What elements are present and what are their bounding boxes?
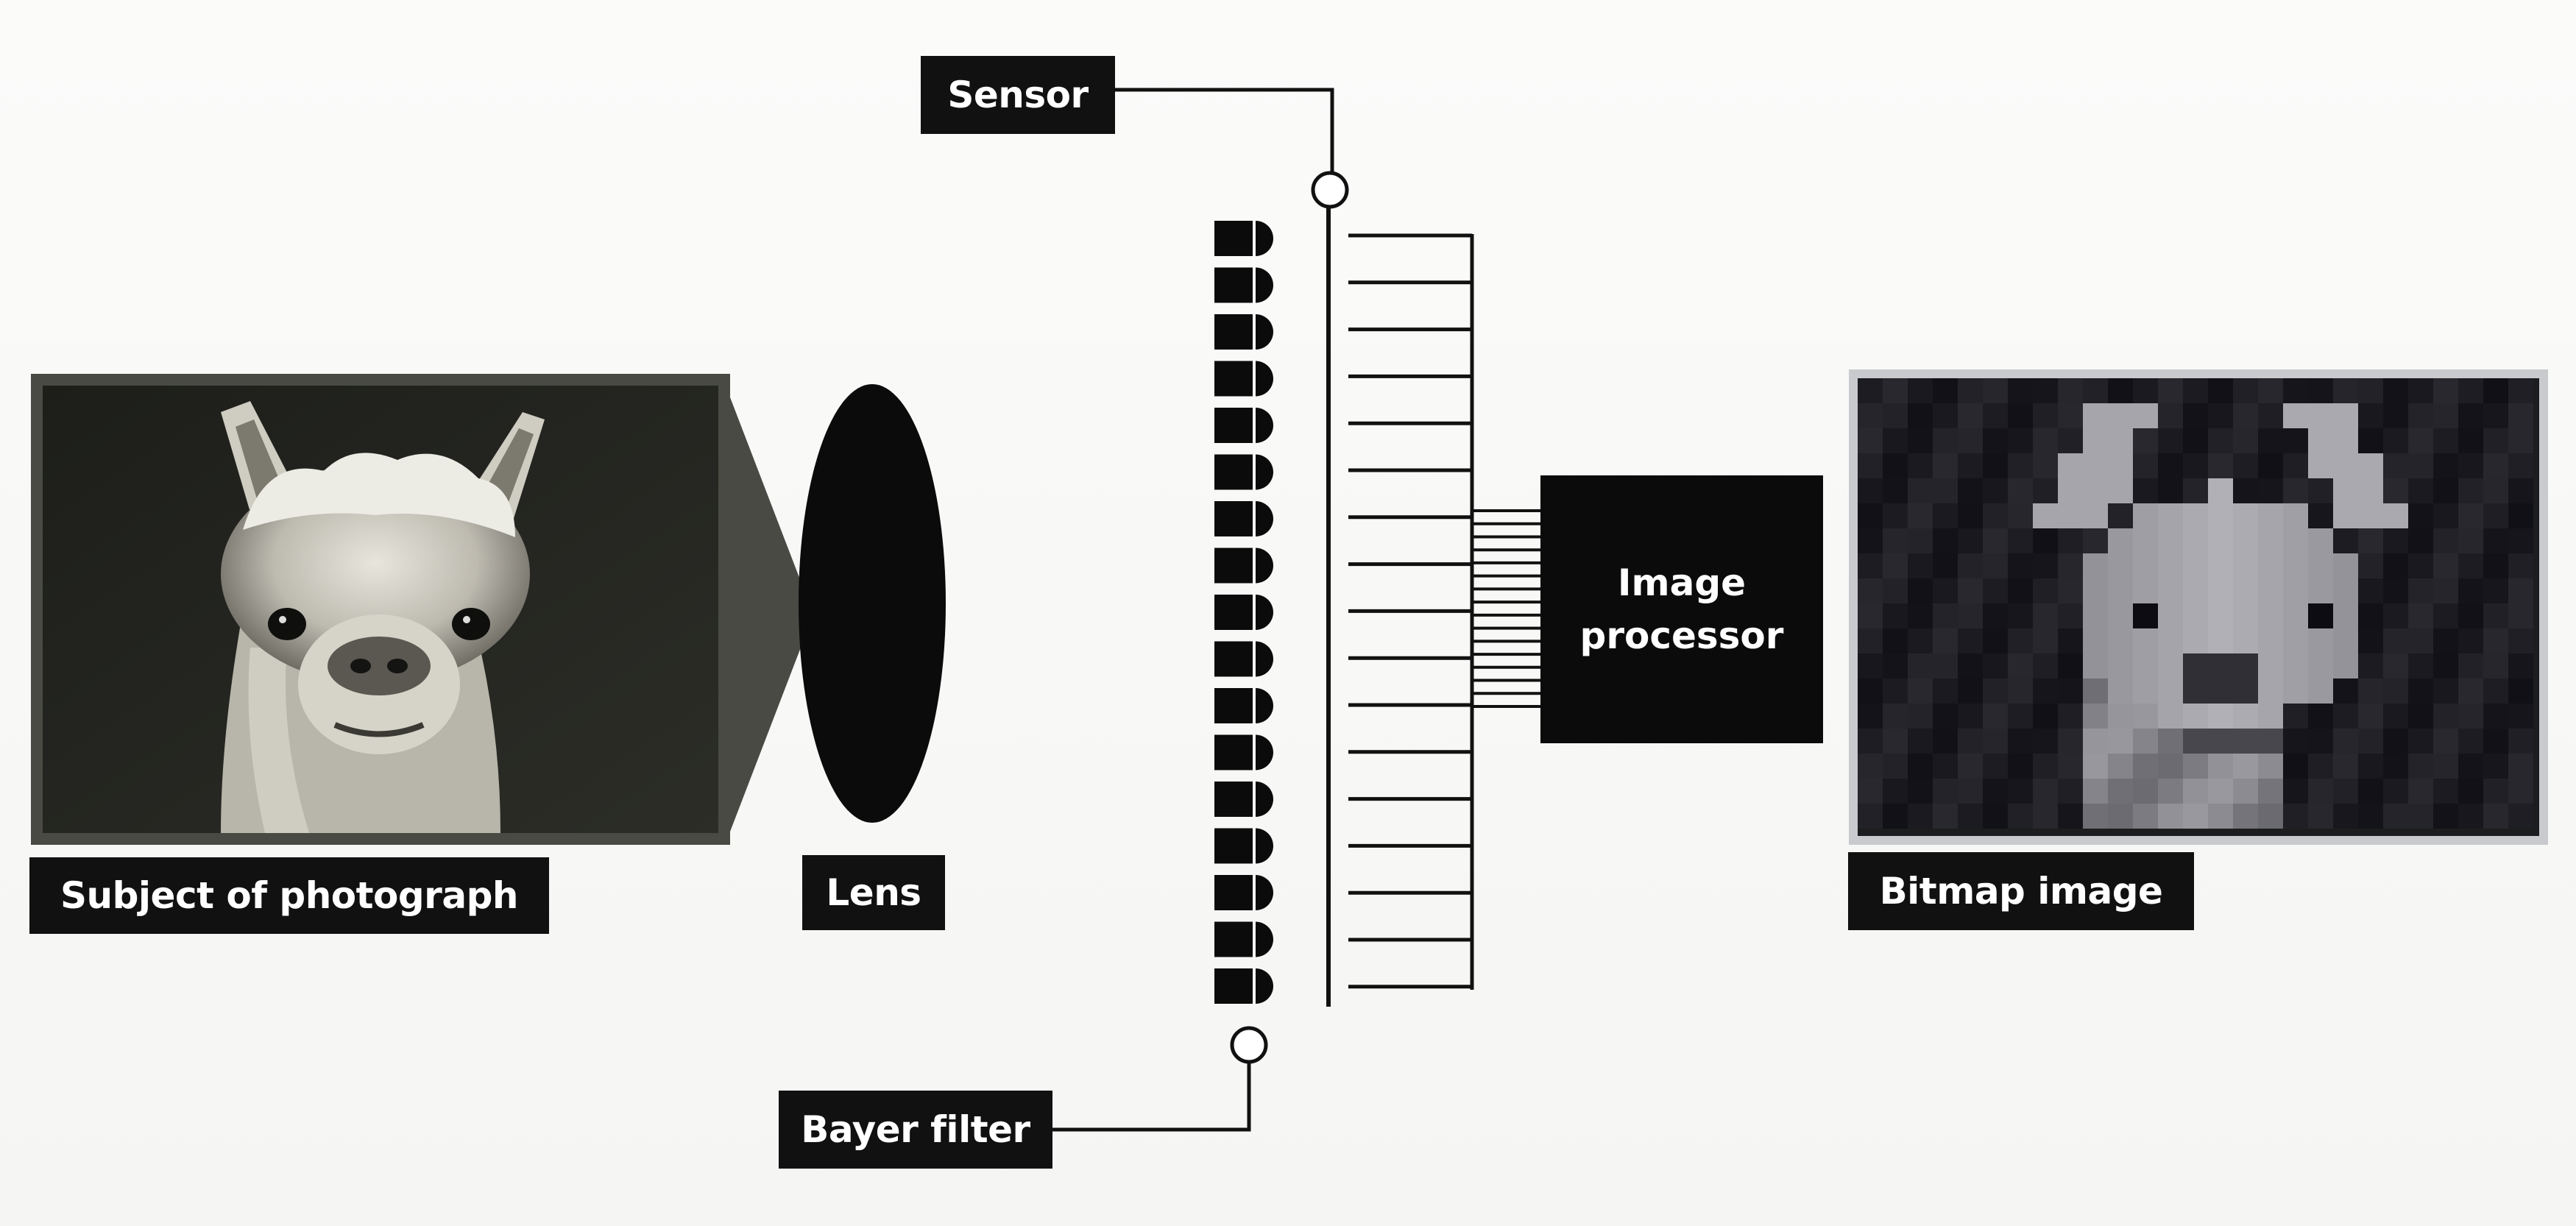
bayer-filter-cell: [1214, 454, 1273, 490]
lens-label: Lens: [802, 855, 945, 930]
sensor-label: Sensor: [921, 56, 1115, 134]
bayer-filter-cell: [1214, 875, 1273, 910]
subject-label: Subject of photograph: [29, 857, 549, 934]
bayer-filter-label: Bayer filter: [779, 1091, 1052, 1169]
processor-connector-pins: [1472, 509, 1540, 708]
bayer-filter-cell: [1214, 641, 1273, 677]
bayer-filter-cell: [1214, 221, 1273, 256]
bayer-filter-cell: [1214, 782, 1273, 817]
sensor-pointer-circle: [1311, 171, 1349, 209]
image-processor-label-line1: Image: [1617, 561, 1747, 604]
bayer-filter: [1214, 221, 1273, 1004]
bayer-filter-cell: [1214, 267, 1273, 303]
image-processor-label-line2: processor: [1579, 614, 1784, 657]
light-cone: [730, 397, 801, 832]
bayer-filter-cell: [1214, 548, 1273, 584]
bitmap-image: [1849, 369, 2548, 845]
bayer-filter-cell: [1214, 361, 1273, 397]
bayer-filter-cell: [1214, 314, 1273, 350]
bayer-pointer-circle: [1230, 1026, 1268, 1064]
subject-photograph: [31, 374, 801, 845]
bayer-filter-cell: [1214, 408, 1273, 443]
sensor-leader: [1115, 88, 1349, 209]
sensor-readout-lines: [1348, 233, 1472, 989]
bayer-filter-cell: [1214, 688, 1273, 723]
bayer-filter-cell: [1214, 734, 1273, 770]
image-processor-box: [1540, 475, 1823, 743]
bayer-filter-cell: [1214, 828, 1273, 864]
llama-photo-illustration: [221, 401, 545, 833]
bayer-leader: [1052, 1026, 1268, 1132]
image-processor-label: Image processor: [1540, 556, 1823, 662]
bayer-filter-cell: [1214, 501, 1273, 536]
bitmap-label: Bitmap image: [1848, 852, 2194, 930]
pixelated-llama: [1858, 378, 2533, 829]
bayer-filter-cell: [1214, 968, 1273, 1004]
bayer-filter-cell: [1214, 921, 1273, 957]
lens-shape: [799, 384, 946, 823]
sensor: [1326, 202, 1474, 1007]
bayer-filter-cell: [1214, 595, 1273, 630]
